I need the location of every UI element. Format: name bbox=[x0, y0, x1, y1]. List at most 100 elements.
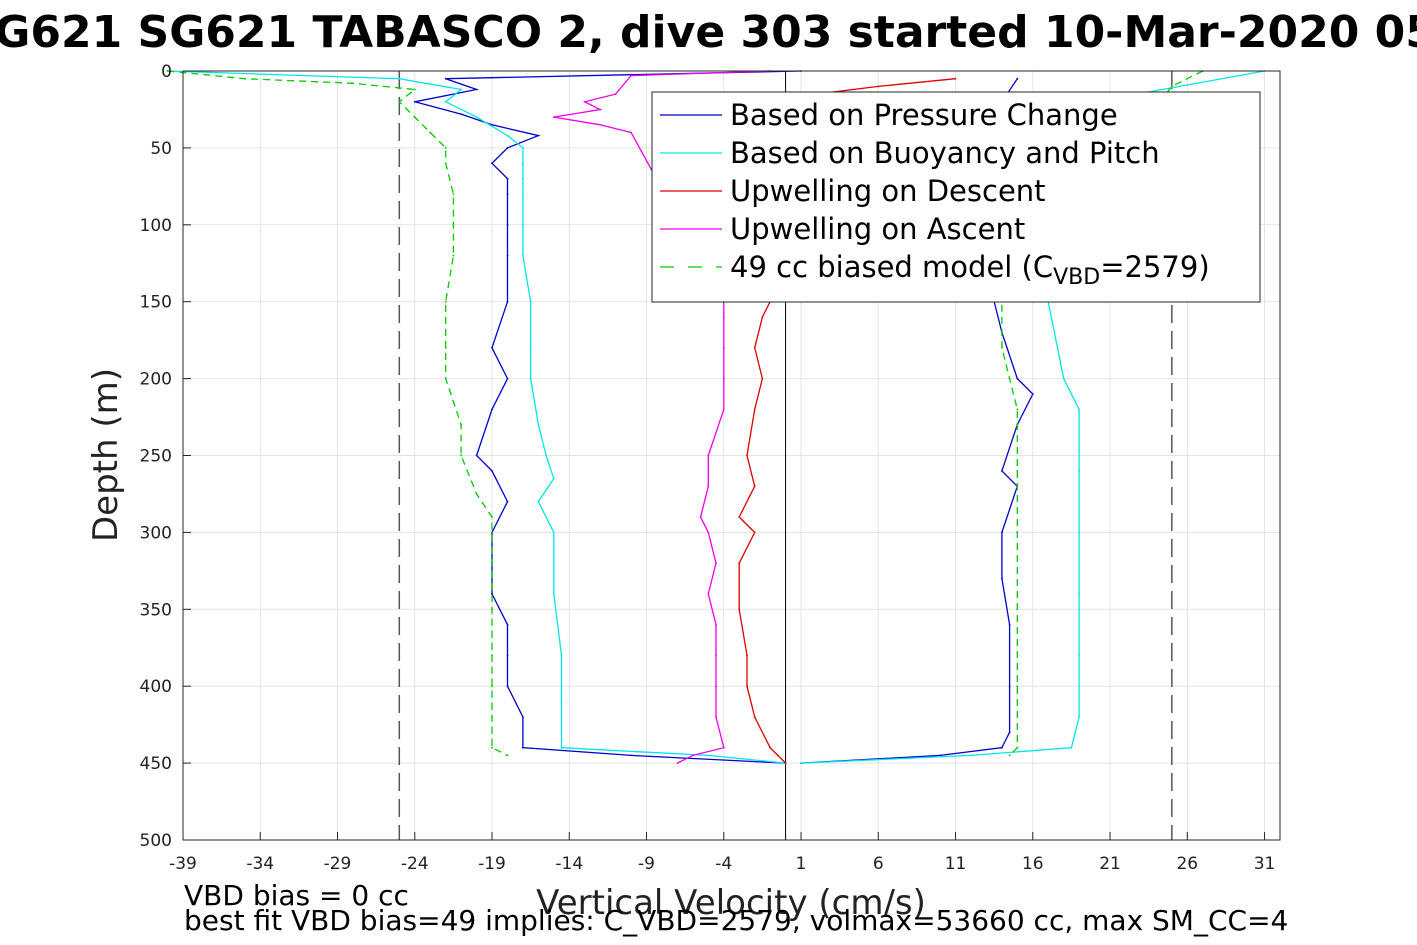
data-point bbox=[552, 116, 555, 118]
plot-frame bbox=[182, 70, 1281, 841]
data-point bbox=[1008, 754, 1011, 757]
data-point bbox=[630, 754, 632, 757]
data-point bbox=[1008, 731, 1011, 734]
x-tick-label: -9 bbox=[638, 854, 655, 874]
data-point bbox=[583, 100, 586, 103]
data-point bbox=[522, 162, 524, 165]
data-point bbox=[715, 562, 717, 565]
data-point bbox=[506, 685, 509, 688]
legend-entry-name: Upwelling on Descent bbox=[730, 174, 1046, 208]
y-tick-labels: 0 50 100 150 200 250 300 350 400 450 500 bbox=[140, 62, 172, 851]
series-line-2-descent bbox=[738, 78, 956, 764]
data-point bbox=[1001, 577, 1003, 580]
y-tick-label: 100 bbox=[140, 216, 172, 236]
data-point bbox=[707, 754, 710, 757]
data-point bbox=[1008, 623, 1011, 626]
data-point bbox=[352, 82, 354, 85]
data-point bbox=[491, 531, 493, 534]
data-point bbox=[939, 754, 941, 757]
data-point bbox=[722, 346, 725, 349]
data-point bbox=[506, 223, 509, 226]
data-point bbox=[491, 685, 493, 688]
data-point bbox=[475, 454, 478, 457]
data-point bbox=[452, 254, 455, 257]
data-point bbox=[444, 77, 447, 80]
x-tick-label: -34 bbox=[246, 854, 274, 874]
data-point bbox=[460, 113, 462, 115]
data-point bbox=[738, 608, 741, 611]
data-point bbox=[491, 346, 493, 349]
legend-entry: Based on Buoyancy and Pitch bbox=[730, 136, 1160, 170]
data-point bbox=[715, 685, 717, 688]
data-point bbox=[506, 147, 509, 149]
data-point bbox=[529, 346, 532, 349]
data-point bbox=[970, 754, 972, 757]
data-point bbox=[475, 88, 478, 91]
y-tick-label: 250 bbox=[140, 447, 172, 467]
x-tick-label: 6 bbox=[873, 854, 884, 874]
data-point bbox=[761, 316, 764, 318]
data-point bbox=[1001, 346, 1003, 349]
y-axis-label: Depth (m) bbox=[86, 368, 126, 542]
data-point bbox=[753, 408, 756, 411]
x-axis-label: Vertical Velocity (cm/s) bbox=[536, 883, 926, 923]
data-point bbox=[707, 485, 710, 488]
data-point bbox=[1016, 608, 1019, 611]
data-point bbox=[1170, 85, 1173, 88]
data-point bbox=[444, 377, 447, 380]
data-point bbox=[552, 593, 555, 595]
data-point bbox=[1001, 531, 1003, 534]
data-point bbox=[1016, 470, 1019, 472]
data-point bbox=[522, 193, 524, 195]
data-point bbox=[522, 147, 524, 149]
y-tick-label: 300 bbox=[140, 523, 172, 543]
x-tick-label: -29 bbox=[324, 854, 352, 874]
data-point bbox=[460, 88, 462, 91]
data-point bbox=[630, 74, 632, 77]
data-point bbox=[753, 485, 756, 488]
data-point bbox=[560, 700, 563, 703]
data-point bbox=[715, 654, 717, 657]
data-point bbox=[529, 377, 532, 380]
data-point bbox=[506, 300, 509, 303]
legend-entry-name: 49 cc biased model (C bbox=[730, 250, 1053, 284]
data-point bbox=[545, 454, 547, 457]
legend-entry: Upwelling on Ascent bbox=[730, 212, 1025, 246]
x-tick-label: 26 bbox=[1176, 854, 1198, 874]
data-point bbox=[460, 423, 462, 426]
data-point bbox=[1062, 377, 1065, 380]
data-point bbox=[491, 408, 493, 411]
data-point bbox=[522, 223, 524, 226]
data-point bbox=[398, 100, 401, 103]
data-point bbox=[738, 516, 741, 518]
x-tick-labels: -39 -34 -29 -24 -19 -14 -9 -4 1 6 11 16 21 26 31 bbox=[169, 854, 1275, 874]
data-point bbox=[529, 300, 532, 303]
data-point bbox=[1031, 393, 1034, 395]
data-point bbox=[560, 746, 563, 749]
data-point bbox=[614, 93, 617, 95]
data-point bbox=[491, 746, 493, 749]
data-point bbox=[1016, 531, 1019, 534]
data-point bbox=[506, 623, 509, 626]
best-fit-note: best fit VBD bias=49 implies: C_VBD=2579… bbox=[184, 904, 1288, 937]
y-tick-label: 400 bbox=[140, 677, 172, 697]
legend-entry: Based on Pressure Change bbox=[730, 98, 1118, 132]
data-point bbox=[506, 134, 509, 137]
x-tick-label: 11 bbox=[945, 854, 967, 874]
data-point bbox=[753, 531, 756, 534]
data-point bbox=[761, 377, 764, 380]
y-tick-label: 200 bbox=[140, 370, 172, 390]
chart-title: SG621 SG621 TABASCO 2, dive 303 started … bbox=[0, 7, 1417, 58]
series-line-3-ascent bbox=[553, 70, 771, 764]
data-point bbox=[475, 116, 478, 118]
data-point bbox=[506, 177, 509, 180]
legend-box bbox=[651, 91, 1261, 303]
data-point bbox=[522, 716, 524, 718]
x-tick-label: -14 bbox=[555, 854, 583, 874]
data-point bbox=[491, 162, 493, 165]
data-point bbox=[746, 454, 748, 457]
data-point bbox=[1001, 470, 1003, 472]
data-point bbox=[506, 193, 509, 195]
data-point bbox=[722, 408, 725, 411]
